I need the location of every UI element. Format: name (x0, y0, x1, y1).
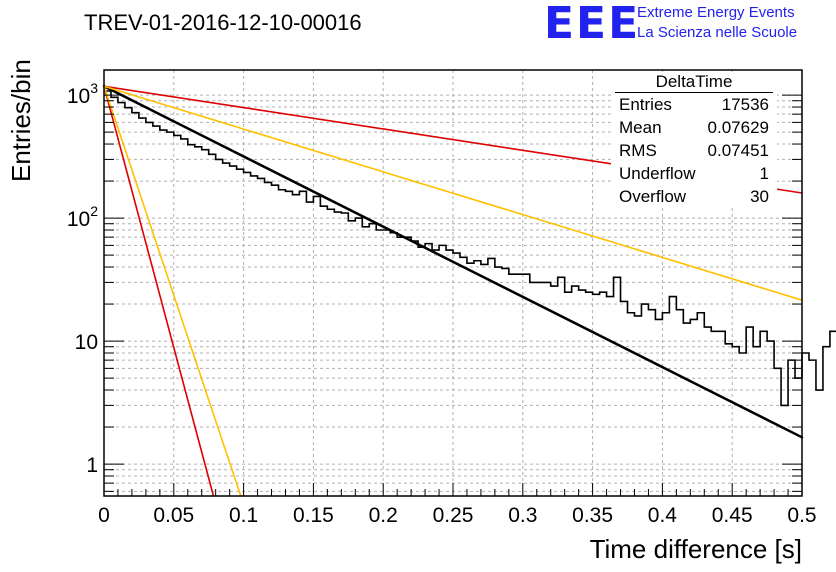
y-tick-label: 10 (75, 331, 98, 354)
stats-row-overflow: Overflow 30 (611, 185, 777, 208)
x-tick-label: 0.45 (712, 504, 753, 527)
x-tick-label: 0.1 (229, 504, 258, 527)
x-tick-label: 0.05 (153, 504, 194, 527)
histogram-group (104, 90, 836, 407)
series-yellow-fast (103, 85, 242, 497)
curves-group (102, 85, 804, 497)
y-tick-label: 102 (67, 203, 98, 231)
x-axis-label: Time difference [s] (589, 534, 802, 564)
x-tick-label: 0.25 (433, 504, 474, 527)
x-tick-label: 0.15 (293, 504, 334, 527)
stats-row-mean: Mean 0.07629 (611, 116, 777, 139)
stats-label: Underflow (619, 164, 696, 183)
x-tick-label: 0 (98, 504, 110, 527)
stats-value: 0.07451 (707, 141, 769, 160)
stats-value: 0.07629 (707, 118, 769, 137)
stats-value: 30 (750, 187, 769, 206)
stats-label: Overflow (619, 187, 687, 206)
logo-line2: La Scienza nelle Scuole (637, 24, 798, 41)
stats-box: DeltaTime Entries 17536 Mean 0.07629 RMS… (611, 72, 777, 208)
stats-title: DeltaTime (615, 72, 773, 93)
stats-row-underflow: Underflow 1 (611, 162, 777, 185)
histogram-line (104, 90, 836, 407)
x-tick-label: 0.3 (508, 504, 537, 527)
stats-label: RMS (619, 141, 657, 160)
y-tick-label: 1 (86, 454, 98, 477)
stats-row-rms: RMS 0.07451 (611, 139, 777, 162)
axis-tick-labels: 0 0.05 0.1 0.15 0.2 0.25 0.3 0.35 0.4 0.45 0.5 1 10 1… (67, 80, 817, 527)
stats-label: Mean (619, 118, 662, 137)
chart-title: TREV-01-2016-12-10-00016 (84, 10, 362, 35)
stats-label: Entries (619, 95, 672, 114)
x-tick-label: 0.35 (572, 504, 613, 527)
series-red-fast (103, 85, 215, 497)
stats-value: 17536 (721, 95, 769, 114)
x-tick-label: 0.4 (648, 504, 678, 527)
eee-logo: EEE (544, 0, 641, 49)
x-tick-label: 0.5 (787, 504, 816, 527)
series-fit (102, 85, 804, 439)
y-axis-label: Entries/bin (6, 59, 36, 182)
series-yellow-slow (103, 85, 803, 301)
x-tick-label: 0.2 (369, 504, 398, 527)
stats-value: 1 (759, 164, 769, 183)
logo-line1: Extreme Energy Events (637, 4, 795, 21)
stats-row-entries: Entries 17536 (611, 93, 777, 116)
y-tick-label: 103 (67, 80, 98, 108)
axis-ticks (103, 94, 803, 496)
